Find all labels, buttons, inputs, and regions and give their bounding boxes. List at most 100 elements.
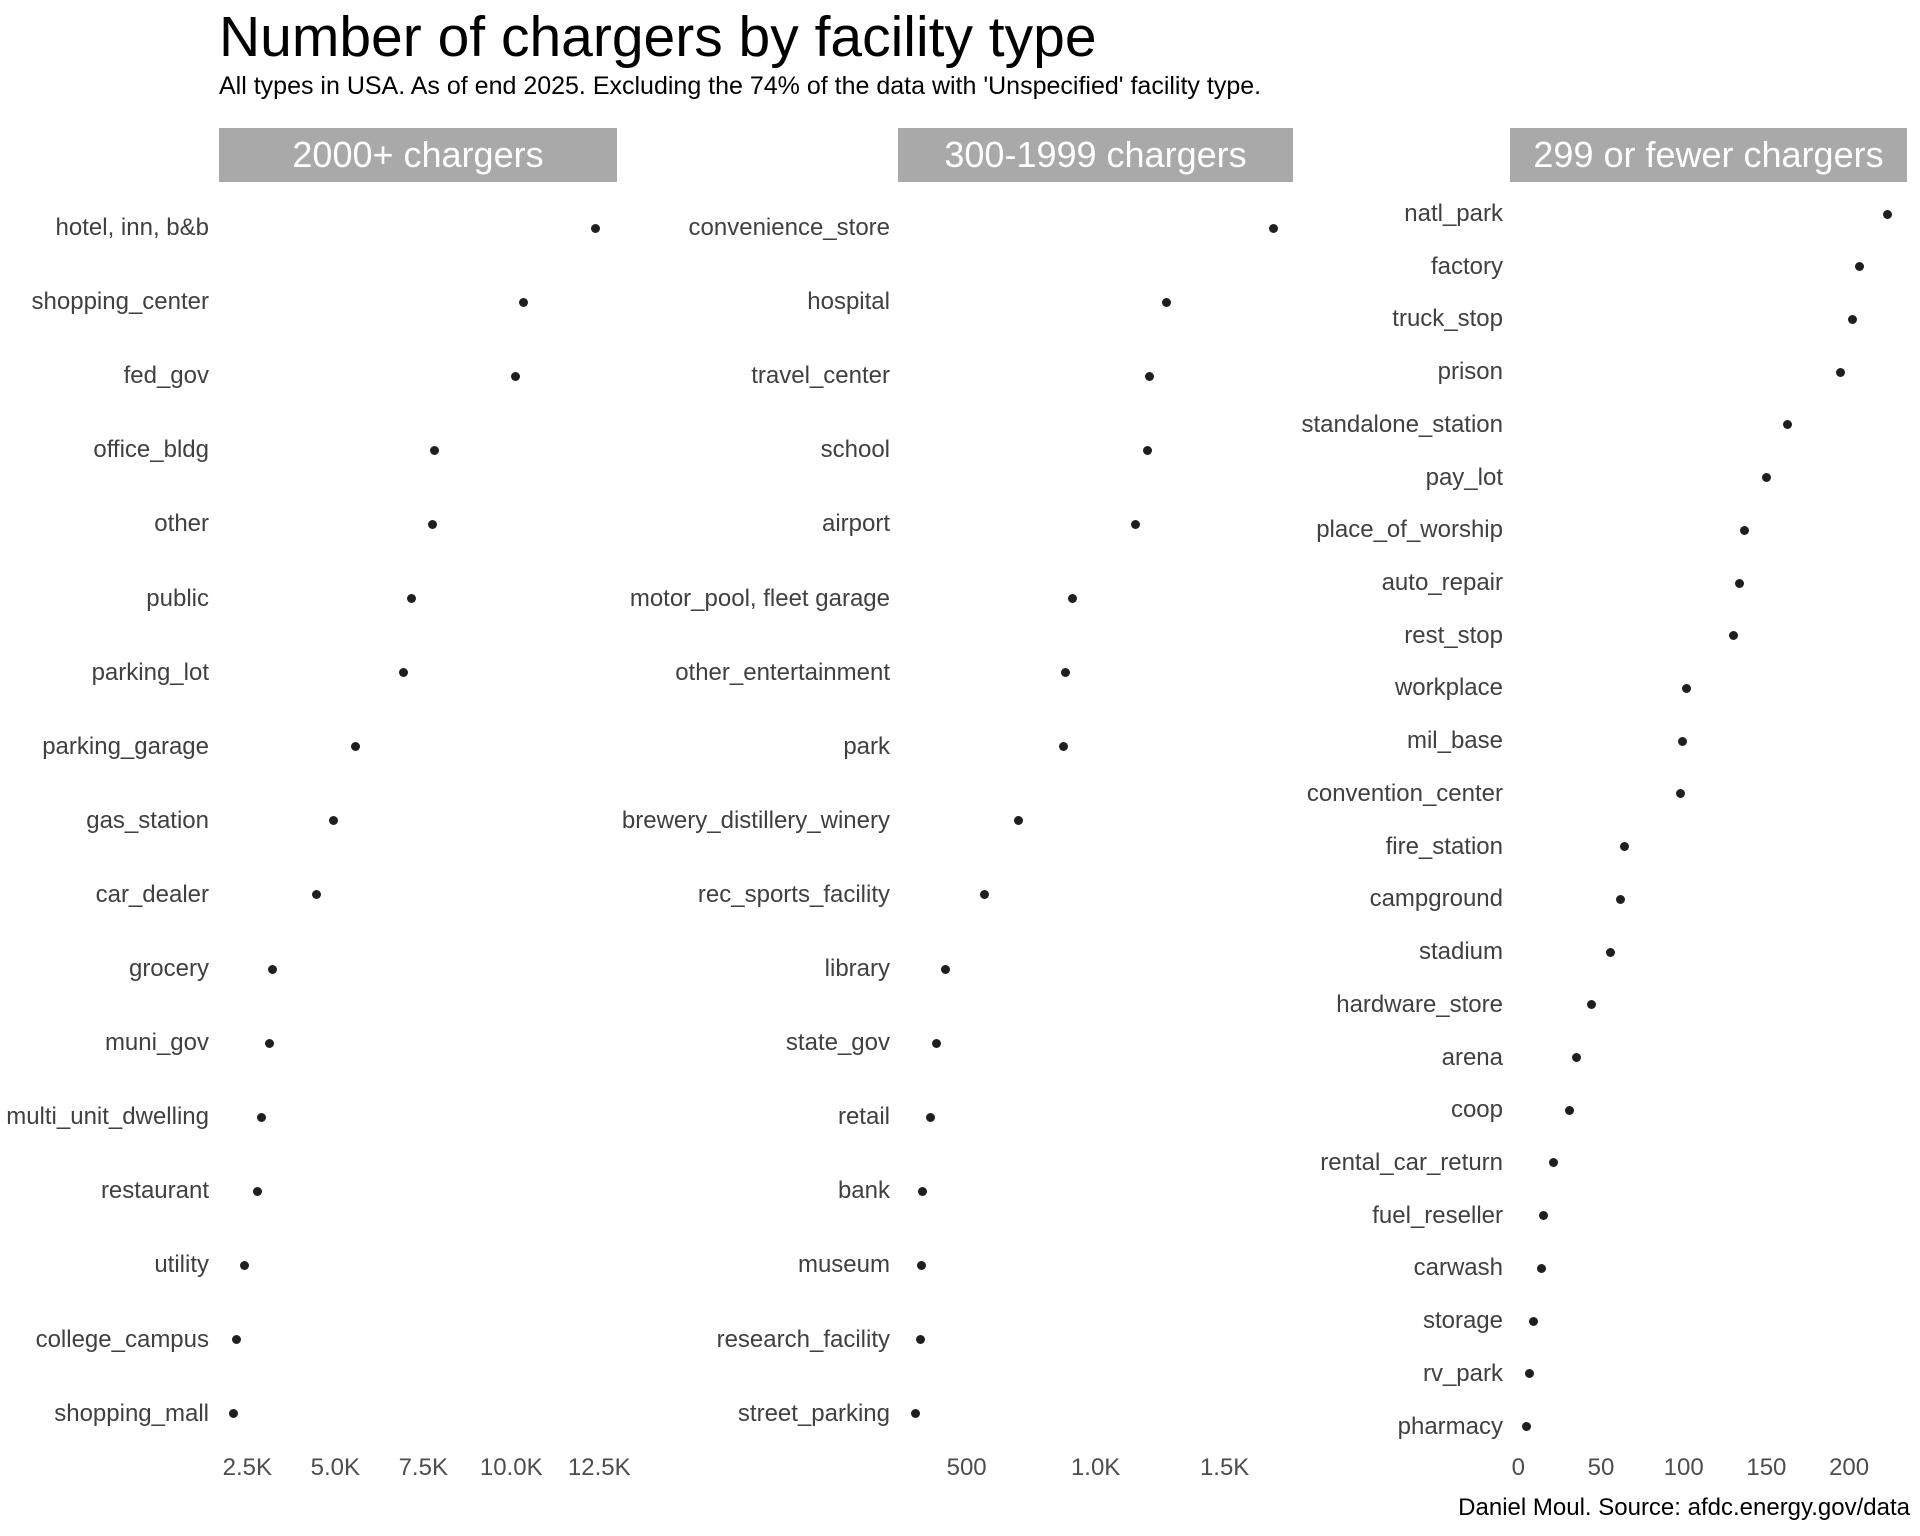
x-axis-tick-label: 150: [1746, 1454, 1787, 1481]
x-axis-tick-label: 10.0K: [479, 1454, 543, 1481]
data-point-dot: [940, 964, 950, 974]
category-label: parking_lot: [91, 658, 209, 686]
data-point-dot: [1528, 1316, 1538, 1326]
data-point-dot: [428, 519, 438, 529]
data-point-dot: [1013, 816, 1023, 826]
category-label: rest_stop: [1404, 621, 1503, 649]
category-label: school: [820, 436, 890, 464]
x-axis-tick-label: 50: [1587, 1454, 1615, 1481]
x-axis-tick-label: 100: [1663, 1454, 1704, 1481]
data-point-dot: [1586, 1000, 1596, 1010]
category-label: hospital: [807, 288, 890, 316]
chart-title: Number of chargers by facility type: [219, 5, 1097, 69]
data-point-dot: [256, 1112, 266, 1122]
data-point-dot: [926, 1112, 935, 1122]
data-point-dot: [1854, 262, 1864, 272]
data-point-dot: [1522, 1422, 1532, 1432]
data-point-dot: [1761, 473, 1771, 483]
category-label: fuel_reseller: [1372, 1201, 1503, 1229]
category-label: convention_center: [1306, 779, 1503, 807]
category-label: retail: [837, 1103, 890, 1131]
data-point-dot: [591, 223, 601, 233]
data-point-dot: [1061, 668, 1071, 678]
category-label: research_facility: [716, 1325, 890, 1353]
data-point-dot: [1058, 742, 1068, 752]
data-point-dot: [1606, 947, 1616, 957]
category-label: standalone_station: [1301, 410, 1504, 438]
data-point-dot: [916, 1260, 926, 1270]
data-point-dot: [915, 1335, 925, 1344]
data-point-dot: [430, 445, 440, 455]
data-point-dot: [1536, 1263, 1546, 1273]
data-point-dot: [329, 816, 339, 826]
category-label: workplace: [1394, 674, 1503, 702]
data-point-dot: [1067, 594, 1077, 603]
category-label: carwash: [1413, 1254, 1503, 1282]
data-point-dot: [1616, 894, 1626, 904]
facet-strip-label: 2000+ chargers: [292, 134, 544, 175]
category-label: park: [843, 732, 890, 760]
category-label: library: [824, 955, 890, 982]
data-point-dot: [1836, 367, 1846, 377]
data-point-dot: [231, 1335, 241, 1344]
data-point-dot: [1847, 314, 1857, 324]
data-point-dot: [910, 1409, 920, 1419]
category-label: rv_park: [1422, 1359, 1503, 1387]
category-label: fire_station: [1385, 832, 1503, 860]
data-point-dot: [1677, 736, 1687, 746]
data-point-dot: [1682, 683, 1692, 693]
category-label: rec_sports_facility: [697, 880, 890, 908]
x-axis-tick-label: 5.0K: [310, 1454, 360, 1481]
data-point-dot: [239, 1260, 249, 1270]
category-label: multi_unit_dwelling: [6, 1103, 209, 1131]
category-label: shopping_mall: [54, 1399, 209, 1427]
x-axis-tick-label: 7.5K: [398, 1454, 448, 1481]
category-label: mil_base: [1406, 727, 1503, 755]
category-label: car_dealer: [95, 880, 209, 908]
category-label: prison: [1437, 358, 1503, 386]
data-point-dot: [1728, 631, 1738, 641]
data-point-dot: [1740, 525, 1750, 535]
data-point-dot: [1571, 1053, 1581, 1063]
data-point-dot: [1538, 1211, 1548, 1221]
category-label: grocery: [128, 955, 209, 982]
facet-strip: 2000+ chargers: [219, 128, 617, 182]
category-label: campground: [1369, 885, 1503, 913]
data-point-dot: [510, 371, 520, 381]
category-label: hotel, inn, b&b: [55, 214, 209, 241]
facet-strip-label: 300-1999 chargers: [944, 134, 1247, 175]
category-label: parking_garage: [42, 732, 209, 760]
data-point-dot: [253, 1186, 262, 1196]
category-label: fed_gov: [123, 362, 209, 390]
category-label: hardware_store: [1336, 990, 1503, 1018]
category-label: public: [146, 584, 209, 612]
facet-strip-label: 299 or fewer chargers: [1533, 134, 1884, 175]
category-label: convenience_store: [688, 214, 890, 241]
x-axis-tick-label: 2.5K: [222, 1454, 272, 1481]
category-label: factory: [1430, 252, 1503, 280]
category-label: other: [154, 510, 209, 538]
category-label: pharmacy: [1397, 1412, 1503, 1440]
data-point-dot: [1882, 209, 1892, 219]
data-point-dot: [1131, 519, 1141, 529]
data-point-dot: [1619, 842, 1629, 852]
source-caption: Daniel Moul. Source: afdc.energy.gov/dat…: [1458, 1494, 1910, 1521]
x-axis-tick-label: 500: [946, 1454, 987, 1481]
x-axis-tick-label: 1.0K: [1070, 1454, 1121, 1481]
x-axis-tick-label: 200: [1829, 1454, 1870, 1481]
data-point-dot: [1783, 420, 1793, 430]
category-label: state_gov: [785, 1029, 890, 1057]
facet-strip: 299 or fewer chargers: [1510, 128, 1907, 182]
category-label: auto_repair: [1381, 569, 1503, 597]
category-label: muni_gov: [104, 1029, 209, 1057]
category-label: other_entertainment: [675, 658, 890, 686]
category-label: arena: [1441, 1043, 1503, 1071]
category-label: rental_car_return: [1320, 1148, 1503, 1176]
category-label: coop: [1450, 1096, 1503, 1124]
category-label: gas_station: [86, 806, 209, 834]
data-point-dot: [1162, 297, 1172, 307]
data-point-dot: [932, 1038, 942, 1048]
category-label: pay_lot: [1425, 463, 1503, 491]
category-label: shopping_center: [31, 288, 209, 316]
